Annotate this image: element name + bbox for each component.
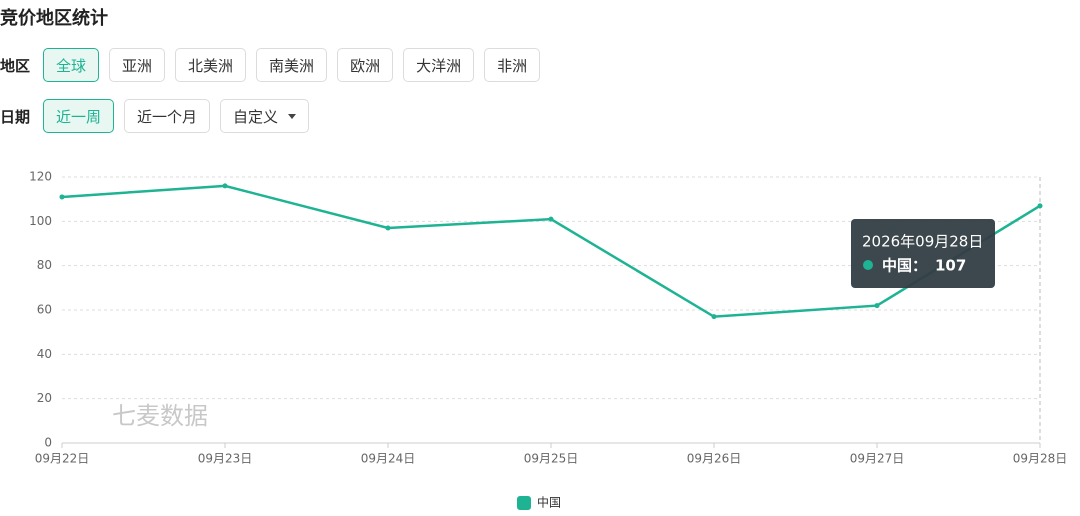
filter-button[interactable]: 全球 — [43, 48, 100, 82]
filter-button[interactable]: 南美洲 — [256, 48, 328, 82]
y-tick-label: 60 — [37, 303, 52, 317]
filter-button-text: 亚洲 — [122, 56, 153, 75]
filter-button-text: 北美洲 — [188, 56, 234, 75]
filter-button[interactable]: 北美洲 — [175, 48, 247, 82]
filter-button-text: 自定义 — [233, 107, 279, 126]
tooltip-value: 107 — [935, 257, 966, 275]
legend-swatch — [517, 496, 531, 510]
data-point — [222, 183, 228, 189]
y-tick-label: 40 — [37, 347, 52, 361]
y-tick-label: 100 — [29, 214, 52, 228]
data-point — [1037, 203, 1043, 209]
watermark: 七麦数据 — [112, 402, 208, 430]
data-point — [874, 303, 880, 309]
x-tick-label: 09月23日 — [198, 452, 253, 466]
filter-button[interactable]: 非洲 — [484, 48, 541, 82]
data-point — [548, 216, 554, 222]
tooltip-title: 2026年09月28日 — [862, 233, 983, 251]
filter-button-text: 近一个月 — [137, 107, 198, 126]
filter-button-text: 欧洲 — [350, 56, 381, 75]
legend-label: 中国 — [537, 495, 561, 510]
filter-button-text: 大洋洲 — [416, 56, 462, 75]
x-tick-label: 09月22日 — [35, 452, 90, 466]
tooltip-label: 中国： — [882, 257, 927, 275]
filter-button[interactable]: 欧洲 — [337, 48, 394, 82]
data-point — [385, 225, 391, 231]
date-filter: 日期 近一周 近一个月 自定义 — [0, 99, 310, 133]
filter-button[interactable]: 近一个月 — [124, 99, 211, 133]
y-tick-label: 120 — [29, 170, 52, 184]
y-tick-label: 20 — [37, 391, 52, 405]
x-tick-label: 09月26日 — [687, 452, 742, 466]
x-tick-label: 09月27日 — [850, 452, 905, 466]
data-point — [59, 194, 65, 200]
filter-button-text: 非洲 — [497, 56, 528, 75]
page-title: 竞价地区统计 — [0, 8, 108, 29]
x-tick-label: 09月24日 — [361, 452, 416, 466]
region-filter: 地区 全球 亚洲 北美洲 南美洲 欧洲 大洋洲 非洲 — [0, 48, 541, 82]
tooltip-box — [851, 219, 995, 288]
y-tick-label: 80 — [37, 258, 52, 272]
x-tick-label: 09月25日 — [524, 452, 579, 466]
data-point — [711, 314, 717, 320]
x-tick-label: 09月28日 — [1013, 452, 1068, 466]
y-tick-label: 0 — [44, 436, 52, 450]
filter-label: 地区 — [0, 56, 31, 75]
filter-button-text: 全球 — [56, 56, 87, 75]
tooltip-dot — [863, 260, 873, 270]
filter-button[interactable]: 近一周 — [43, 99, 115, 133]
filter-label: 日期 — [0, 107, 31, 126]
filter-button-text: 南美洲 — [269, 56, 315, 75]
filter-button[interactable]: 亚洲 — [109, 48, 166, 82]
filter-button[interactable]: 自定义 — [220, 99, 310, 133]
dropdown-caret — [288, 113, 297, 119]
filter-button-text: 近一周 — [56, 107, 102, 126]
series-line — [61, 184, 1041, 318]
filter-button[interactable]: 大洋洲 — [403, 48, 475, 82]
